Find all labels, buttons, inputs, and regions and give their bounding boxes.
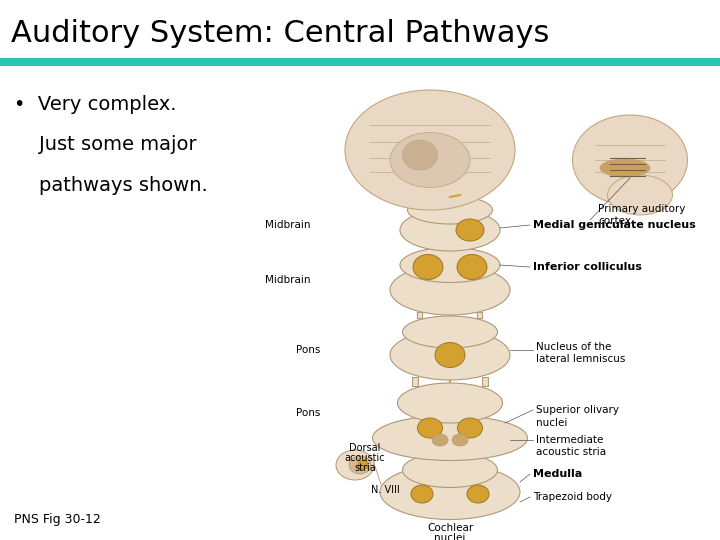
Text: Just some major: Just some major <box>14 135 197 154</box>
Text: stria: stria <box>354 463 376 473</box>
Ellipse shape <box>372 415 528 461</box>
Ellipse shape <box>467 485 489 503</box>
Ellipse shape <box>408 196 492 224</box>
Bar <box>0 58 720 66</box>
Ellipse shape <box>400 209 500 251</box>
Text: Pons: Pons <box>296 408 320 418</box>
Text: N. VIII: N. VIII <box>371 485 400 495</box>
Ellipse shape <box>336 450 374 480</box>
Text: acoustic: acoustic <box>345 453 385 463</box>
Text: Medial geniculate nucleus: Medial geniculate nucleus <box>533 220 696 230</box>
Text: Primary auditory
cortex: Primary auditory cortex <box>598 204 685 226</box>
Text: nuclei: nuclei <box>536 418 567 428</box>
Text: Inferior colliculus: Inferior colliculus <box>533 262 642 272</box>
Text: PNS Fig 30-12: PNS Fig 30-12 <box>14 514 101 526</box>
Ellipse shape <box>402 453 498 488</box>
Text: Superior olivary: Superior olivary <box>536 405 619 415</box>
Text: nuclei: nuclei <box>434 533 466 540</box>
Text: Intermediate: Intermediate <box>536 435 603 445</box>
Ellipse shape <box>432 434 448 446</box>
Ellipse shape <box>413 254 443 280</box>
Text: Cochlear: Cochlear <box>427 523 473 533</box>
Text: Dorsal: Dorsal <box>349 443 381 453</box>
Text: Pons: Pons <box>296 345 320 355</box>
Ellipse shape <box>452 434 468 446</box>
Ellipse shape <box>402 316 498 348</box>
Ellipse shape <box>358 461 368 469</box>
Text: lateral lemniscus: lateral lemniscus <box>536 354 626 364</box>
Ellipse shape <box>380 464 520 519</box>
Ellipse shape <box>608 175 672 215</box>
Ellipse shape <box>418 418 443 438</box>
Ellipse shape <box>400 247 500 282</box>
Text: Medulla: Medulla <box>533 469 582 479</box>
Text: acoustic stria: acoustic stria <box>536 447 606 457</box>
Ellipse shape <box>402 140 438 170</box>
Ellipse shape <box>390 265 510 315</box>
Text: Midbrain: Midbrain <box>264 275 310 285</box>
Ellipse shape <box>411 485 433 503</box>
Text: Trapezoid body: Trapezoid body <box>533 492 612 502</box>
Text: Nucleus of the: Nucleus of the <box>536 342 611 352</box>
Ellipse shape <box>457 254 487 280</box>
Text: •  Very complex.: • Very complex. <box>14 94 177 113</box>
Ellipse shape <box>456 219 484 241</box>
Ellipse shape <box>435 342 465 368</box>
Ellipse shape <box>572 115 688 205</box>
Ellipse shape <box>600 159 650 177</box>
Ellipse shape <box>457 418 482 438</box>
Ellipse shape <box>349 456 371 474</box>
Text: Midbrain: Midbrain <box>264 220 310 230</box>
Text: Auditory System: Central Pathways: Auditory System: Central Pathways <box>11 19 549 48</box>
Ellipse shape <box>345 90 515 210</box>
Ellipse shape <box>390 132 470 187</box>
Text: pathways shown.: pathways shown. <box>14 176 208 194</box>
Ellipse shape <box>397 383 503 423</box>
Ellipse shape <box>390 330 510 380</box>
